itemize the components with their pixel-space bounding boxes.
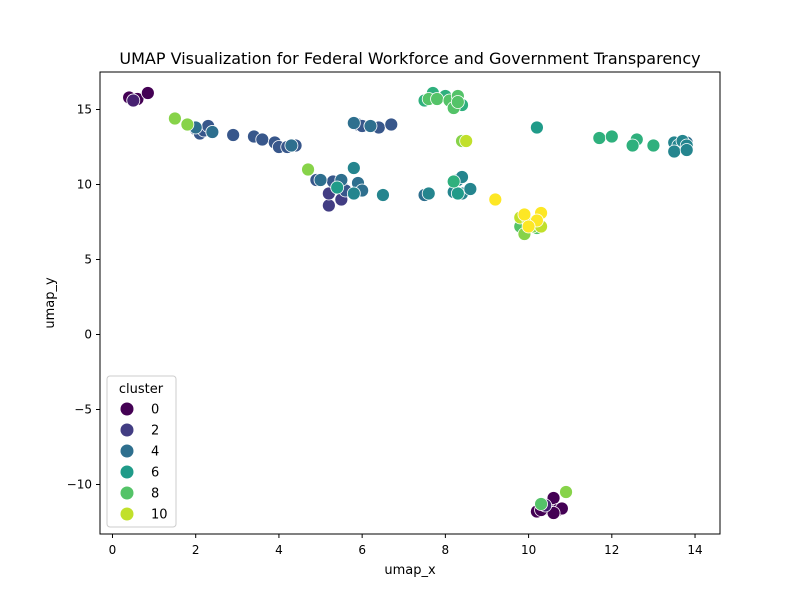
data-point [284, 138, 299, 153]
x-axis-ticks: 0 2 4 6 8 10 12 14 [109, 534, 703, 557]
legend-label: 10 [151, 508, 168, 523]
data-point [421, 186, 436, 201]
x-tick-label: 14 [687, 543, 702, 557]
x-tick-label: 6 [358, 543, 366, 557]
x-tick-label: 0 [109, 543, 117, 557]
data-point [384, 117, 399, 132]
legend-box [106, 375, 177, 528]
data-point [488, 192, 503, 207]
points-layer [122, 86, 694, 520]
legend-label: 4 [151, 445, 159, 460]
x-tick-label: 4 [275, 543, 283, 557]
x-tick-label: 2 [192, 543, 200, 557]
legend-label: 6 [151, 466, 159, 481]
legend-title: cluster [119, 382, 164, 397]
data-point [346, 186, 361, 201]
data-point [226, 128, 241, 142]
data-point [534, 497, 548, 511]
data-point [446, 174, 461, 189]
x-tick-label: 8 [442, 543, 450, 557]
data-point [313, 173, 328, 187]
data-point [140, 86, 155, 100]
data-point [255, 132, 270, 147]
data-point [679, 143, 694, 157]
legend: cluster 0 2 4 6 8 10 [106, 375, 177, 528]
data-point [205, 125, 220, 139]
legend-marker [120, 423, 134, 437]
legend-marker [120, 444, 134, 458]
legend-marker [120, 402, 134, 416]
data-point [625, 138, 640, 153]
data-point [346, 116, 361, 130]
legend-marker [120, 465, 134, 479]
data-point [126, 93, 141, 108]
legend-items: 0 2 4 6 8 10 [120, 402, 168, 523]
data-point [363, 119, 378, 133]
data-point [463, 182, 478, 196]
y-tick-label: 10 [77, 178, 92, 192]
legend-label: 2 [151, 424, 159, 439]
data-point [459, 134, 474, 148]
data-point [301, 162, 315, 177]
data-point [521, 219, 536, 234]
legend-marker [120, 486, 134, 500]
x-axis-label: umap_x [384, 563, 436, 578]
y-tick-label: 5 [84, 253, 92, 267]
x-tick-label: 10 [521, 543, 536, 557]
data-point [430, 92, 444, 106]
data-point [450, 186, 465, 201]
y-tick-label: 0 [84, 328, 92, 342]
data-point [646, 138, 661, 153]
data-point [376, 188, 390, 202]
y-tick-label: −10 [67, 478, 92, 492]
data-point [321, 198, 336, 213]
data-point [330, 180, 345, 195]
plot-frame [99, 71, 721, 535]
data-point [167, 111, 182, 126]
legend-label: 8 [151, 487, 159, 502]
y-tick-label: −5 [74, 403, 92, 417]
y-axis-label: umap_y [43, 277, 58, 329]
data-point [604, 129, 619, 144]
data-point [517, 207, 532, 222]
legend-label: 0 [151, 403, 159, 418]
data-point [450, 95, 465, 109]
data-point [667, 144, 682, 159]
y-tick-label: 15 [77, 103, 92, 117]
data-point [530, 120, 544, 135]
data-point [180, 117, 195, 132]
data-point [592, 131, 607, 145]
legend-marker [120, 507, 134, 521]
chart-title: UMAP Visualization for Federal Workforce… [119, 49, 700, 68]
y-axis-ticks: −10 −5 0 5 10 15 [67, 103, 100, 492]
data-point [559, 485, 573, 499]
x-tick-label: 12 [604, 543, 619, 557]
data-point [346, 161, 361, 175]
